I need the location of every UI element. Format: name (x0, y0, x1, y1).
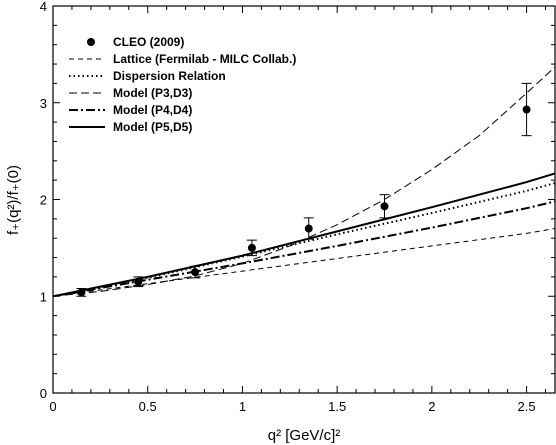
series-3-line (52, 66, 556, 297)
x-axis-label: q² [GeV/c]² (268, 427, 341, 444)
cleo-data-point (191, 268, 200, 277)
y-tick-label: 2 (40, 193, 47, 208)
legend-marker-cleo (87, 38, 95, 46)
legend-label-series-2: Dispersion Relation (113, 69, 226, 83)
cleo-data-point (134, 277, 143, 286)
x-tick-label: 1.5 (328, 399, 346, 414)
x-tick-label: 2.5 (518, 399, 536, 414)
legend-label-series-3: Model (P3,D3) (113, 86, 192, 100)
series-1-line (52, 228, 556, 297)
legend-label-series-0: CLEO (2009) (113, 35, 184, 49)
legend-label-series-4: Model (P4,D4) (113, 103, 192, 117)
x-tick-label: 0.5 (139, 399, 157, 414)
y-axis-label: f₊(q²)/f₊(0) (5, 165, 22, 235)
y-tick-label: 1 (40, 289, 47, 304)
data-points (76, 82, 532, 297)
cleo-data-point (304, 224, 313, 233)
series-5-line (52, 172, 556, 298)
y-tick-label: 0 (40, 386, 47, 401)
x-tick-label: 0 (49, 399, 56, 414)
tick-group: 0 0.5 1 1.5 2 2.5 0 1 2 3 4 (40, 0, 555, 414)
x-tick-label: 2 (428, 399, 435, 414)
y-tick-label: 3 (40, 96, 47, 111)
x-tick-label: 1 (239, 399, 246, 414)
y-tick-label: 4 (40, 0, 47, 14)
cleo-data-point (380, 202, 389, 211)
cleo-data-point (247, 243, 256, 252)
cleo-data-point (77, 288, 86, 297)
legend-label-series-5: Model (P5,D5) (113, 120, 192, 134)
legend: CLEO (2009) Lattice (Fermilab - MILC Coll… (69, 35, 296, 134)
cleo-data-point (522, 105, 531, 114)
legend-label-series-1: Lattice (Fermilab - MILC Collab.) (113, 52, 296, 66)
series-4-line (52, 200, 556, 298)
series-lines (52, 66, 556, 298)
